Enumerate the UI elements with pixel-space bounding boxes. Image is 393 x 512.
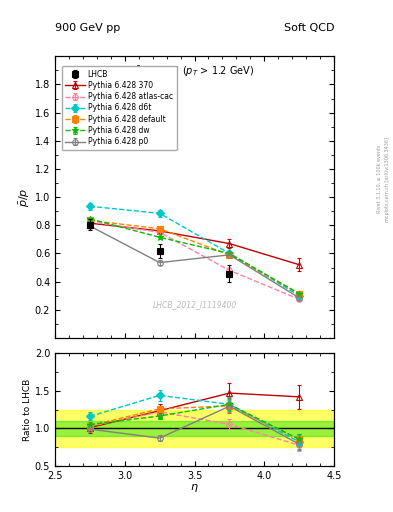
Y-axis label: $\bar{p}/p$: $\bar{p}/p$ xyxy=(18,187,32,207)
Text: LHCB_2012_I1119400: LHCB_2012_I1119400 xyxy=(152,300,237,309)
Text: 900 GeV pp: 900 GeV pp xyxy=(55,23,120,33)
Bar xyxy=(55,421,334,436)
Legend: LHCB, Pythia 6.428 370, Pythia 6.428 atlas-cac, Pythia 6.428 d6t, Pythia 6.428 d: LHCB, Pythia 6.428 370, Pythia 6.428 atl… xyxy=(62,66,176,150)
Bar xyxy=(55,410,334,447)
Y-axis label: Ratio to LHCB: Ratio to LHCB xyxy=(23,378,32,441)
Text: mcplots.cern.ch [arXiv:1306.3436]: mcplots.cern.ch [arXiv:1306.3436] xyxy=(385,137,389,222)
Text: Rivet 3.1.10, ≥ 100k events: Rivet 3.1.10, ≥ 100k events xyxy=(377,145,382,214)
Text: Soft QCD: Soft QCD xyxy=(284,23,334,33)
X-axis label: $\eta$: $\eta$ xyxy=(190,482,199,494)
Text: $\bar{p}/p$ vs $|y|$ ($p_{T}$ > 1.2 GeV): $\bar{p}/p$ vs $|y|$ ($p_{T}$ > 1.2 GeV) xyxy=(134,65,255,79)
